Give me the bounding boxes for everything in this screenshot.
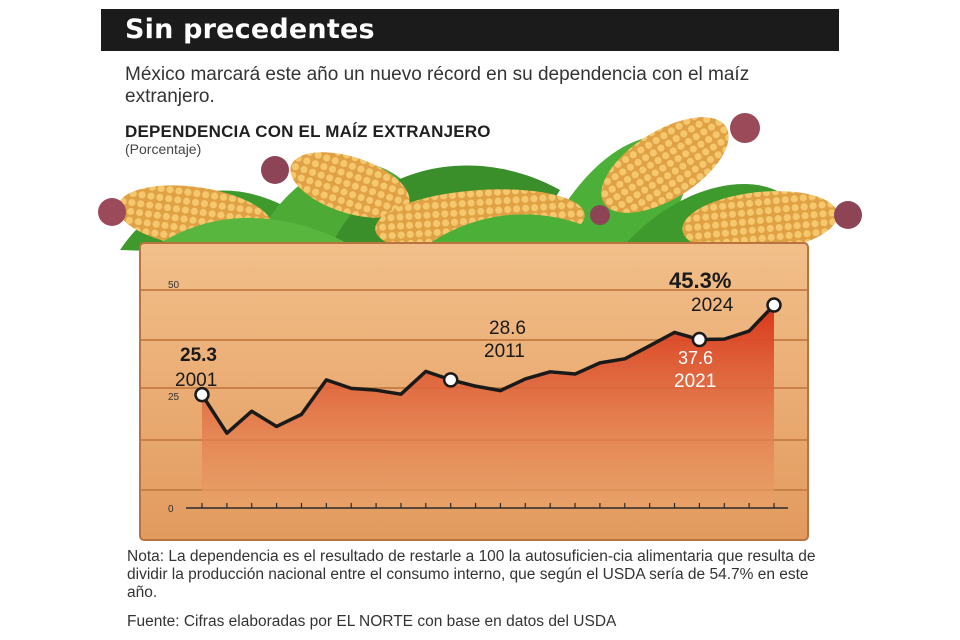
corn-illustration [98,113,862,255]
data-label-year: 2011 [484,341,525,362]
corn-leaf [150,217,360,250]
y-tick-label: 50 [168,280,180,291]
series-line [200,303,776,435]
data-label-value: 25.3 [180,345,217,366]
data-point-marker [766,297,782,313]
data-label-value: 45.3% [669,268,731,293]
headline-bar: Sin precedentes [101,9,839,51]
footnote: Nota: La dependencia es el resultado de … [127,548,816,601]
source-note: Fuente: Cifras elaboradas por EL NORTE c… [127,613,617,630]
corn-silk [834,201,862,229]
chart-unit: (Porcentaje) [125,141,202,157]
headline-title: Sin precedentes [125,14,375,45]
data-point-marker [442,372,459,388]
corn-silk [590,205,610,225]
corn-silk [261,156,289,184]
chart-title: DEPENDENCIA CON EL MAÍZ EXTRANJERO [125,122,491,141]
data-label-year: 2001 [175,370,217,391]
corn-cob [682,191,838,253]
corn-leaf [420,214,630,250]
corn-silk [98,198,126,226]
corn-silk [730,113,760,143]
corn-cob [601,117,729,213]
data-label-value: 37.6 [678,348,713,368]
y-tick-label: 25 [168,392,180,403]
data-point-marker [194,386,210,403]
crate-border [139,242,809,541]
corn-cob [290,152,410,218]
data-label-value: 28.6 [489,318,526,339]
data-label-year: 2024 [691,295,734,316]
data-point-marker [691,331,708,348]
data-label-year: 2021 [674,371,716,392]
headline-subtitle: México marcará este año un nuevo récord … [125,64,750,107]
y-tick-label: 0 [168,504,174,515]
